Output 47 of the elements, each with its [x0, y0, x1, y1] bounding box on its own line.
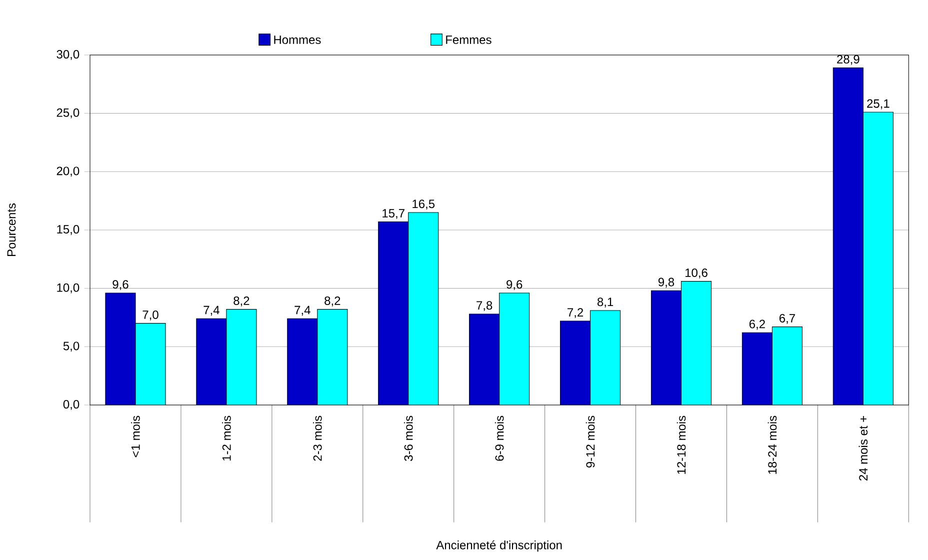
x-tick-label: 24 mois et + — [858, 416, 868, 480]
bar — [742, 332, 772, 405]
x-tick-label: 1-2 mois — [222, 416, 231, 460]
legend-label: Hommes — [274, 36, 321, 44]
y-tick-label: 0,0 — [63, 400, 80, 410]
x-tick-label: 3-6 mois — [404, 416, 413, 461]
data-label: 7,4 — [204, 306, 220, 316]
data-label: 7,4 — [294, 306, 310, 316]
x-tick-label: 9-12 mois — [586, 416, 595, 468]
bar — [832, 68, 864, 405]
data-label: 9,6 — [112, 280, 128, 290]
y-axis-title: Pourcents — [7, 203, 16, 256]
bar — [560, 320, 591, 405]
data-label: 10,6 — [686, 268, 708, 278]
x-tick-label: 2-3 mois — [313, 416, 322, 461]
x-tick-label: 18-24 mois — [768, 416, 777, 474]
data-label: 9,8 — [658, 278, 674, 288]
data-label: 15,7 — [382, 209, 404, 219]
y-tick-label: 30,0 — [56, 50, 80, 60]
data-label: 9,6 — [506, 280, 522, 290]
data-label: 8,2 — [324, 296, 340, 306]
x-axis-title: Ancienneté d'inscription — [436, 540, 562, 552]
data-label: 6,2 — [749, 320, 765, 330]
x-tick-label: <1 mois — [131, 416, 140, 458]
data-label: 28,9 — [837, 54, 860, 65]
y-tick-label: 25,0 — [56, 108, 80, 118]
bar — [469, 314, 500, 405]
x-tick-label: 12-18 mois — [676, 416, 686, 474]
data-label: 7,8 — [476, 301, 492, 312]
bar — [650, 290, 682, 405]
y-tick-label: 20,0 — [56, 166, 80, 177]
data-label: 7,2 — [568, 308, 584, 318]
x-tick-label: 6-9 mois — [494, 416, 504, 461]
legend-label: Femmes — [446, 36, 492, 44]
data-label: 16,5 — [412, 200, 435, 210]
bar — [196, 318, 227, 405]
data-label: 8,2 — [234, 296, 250, 306]
data-label: 8,1 — [597, 298, 614, 308]
y-tick-label: 15,0 — [57, 225, 80, 235]
y-tick-label: 5,0 — [63, 342, 80, 352]
data-label: 6,7 — [779, 314, 795, 324]
y-tick-label: 10,0 — [57, 283, 80, 294]
bar — [105, 292, 136, 405]
data-label: 25,1 — [867, 99, 890, 110]
data-label: 7,0 — [142, 310, 158, 320]
bar — [287, 318, 318, 405]
bar — [378, 222, 409, 405]
